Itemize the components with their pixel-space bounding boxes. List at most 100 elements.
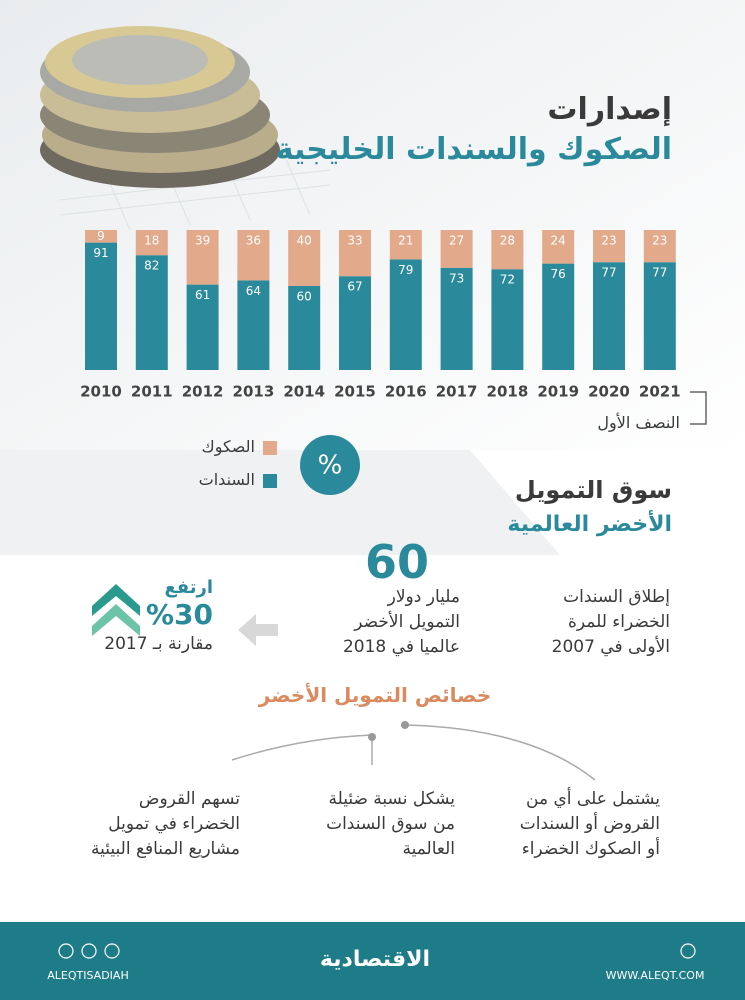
feature: يشتمل على أي من القروض أو السندات أو الص… — [520, 787, 660, 862]
value-label: 77 — [601, 266, 616, 280]
bar-segment — [288, 230, 321, 286]
value-label: 23 — [601, 234, 616, 248]
x-tick-label: 2015 — [334, 383, 376, 401]
x-tick-label: 2017 — [436, 383, 478, 401]
value-label: 18 — [144, 234, 159, 248]
x-tick-label: 2018 — [487, 383, 529, 401]
bar-segment — [339, 276, 371, 370]
footer-band — [0, 922, 745, 1000]
x-tick-label: 2020 — [588, 383, 630, 401]
bar-segment — [135, 230, 168, 256]
x-tick-label: 2019 — [537, 383, 579, 401]
feature: تسهم القروض الخضراء في تمويل مشاريع المن… — [91, 787, 240, 862]
legend-swatch — [263, 441, 277, 455]
footer-website: WWW.ALEQT.COM — [606, 969, 705, 982]
stat-launch: إطلاق السندات الخضراء للمرة الأولى في 20… — [552, 585, 670, 660]
bar-segment — [491, 269, 524, 370]
bar-segment — [440, 267, 473, 370]
value-label: 33 — [347, 234, 362, 248]
bar-segment — [643, 230, 676, 263]
footer-logo: الاقتصادية — [320, 947, 430, 972]
bar-segment — [389, 259, 422, 370]
feature-text: يشتمل على أي من — [526, 789, 660, 809]
stat-text: مليار دولار — [387, 587, 460, 607]
value-label: 82 — [144, 259, 159, 273]
stat-text: إطلاق السندات — [563, 587, 670, 607]
value-label: 73 — [449, 271, 464, 285]
bar-segment — [135, 255, 168, 370]
x-tick-label: 2012 — [182, 383, 224, 401]
value-label: 9 — [97, 229, 105, 243]
value-label: 79 — [398, 263, 413, 277]
feature-text: يشكل نسبة ضئيلة — [328, 789, 455, 809]
value-label: 77 — [652, 266, 667, 280]
stat-size: مليار دولار التمويل الأخضر عالميا في 201… — [343, 585, 460, 660]
value-label: 36 — [246, 234, 261, 248]
growth-text: مقارنة بـ 2017 — [104, 634, 213, 654]
coins — [40, 26, 280, 188]
section-title: سوق التمويل — [514, 476, 672, 504]
x-tick-label: 2021 — [639, 383, 681, 401]
annotation: النصف الأول — [597, 413, 680, 432]
bar-segment — [339, 230, 371, 277]
annotation-bracket — [690, 391, 707, 425]
value-label: 60 — [297, 290, 312, 304]
legend-label: الصكوك — [201, 437, 255, 456]
x-tick-label: 2010 — [80, 383, 122, 401]
value-label: 67 — [347, 280, 362, 294]
feature-text: من سوق السندات — [326, 814, 455, 834]
x-tick-label: 2013 — [233, 383, 275, 401]
bar-segment — [389, 230, 422, 260]
stat-text: الأولى في 2007 — [551, 637, 670, 657]
bar-segment — [593, 230, 625, 263]
stat-text: عالميا في 2018 — [342, 637, 460, 657]
value-label: 72 — [500, 273, 515, 287]
stat-text: التمويل الأخضر — [354, 612, 460, 632]
feature-text: أو الصكوك الخضراء — [521, 839, 660, 859]
value-label: 40 — [297, 234, 312, 248]
value-label: 24 — [551, 234, 566, 248]
growth-value: %30 — [145, 598, 213, 631]
value-label: 76 — [551, 267, 566, 281]
growth-heading: ارتفع — [164, 577, 213, 598]
x-tick-label: 2014 — [283, 383, 325, 401]
bar-segment — [186, 284, 219, 370]
bar-segment — [491, 230, 524, 270]
band-background — [0, 450, 560, 555]
stat-text: الخضراء للمرة — [567, 612, 670, 632]
section-subtitle: الأخضر العالمية — [507, 512, 672, 537]
bar-segment — [237, 230, 270, 281]
bar-segment — [643, 262, 676, 370]
bar-segment — [542, 263, 575, 370]
value-label: 28 — [500, 234, 515, 248]
x-tick-label: 2016 — [385, 383, 427, 401]
connector-dot — [401, 721, 409, 729]
bar-segment — [186, 230, 219, 285]
chart-title: إصدارات — [547, 92, 672, 127]
connector-dot — [368, 733, 376, 741]
unit-badge — [300, 435, 360, 495]
feature-text: تسهم القروض — [138, 789, 240, 809]
x-tick-label: 2011 — [131, 383, 173, 401]
feature-text: الخضراء في تمويل — [108, 814, 240, 834]
feature-text: مشاريع المنافع البيئية — [91, 839, 240, 859]
value-label: 23 — [652, 234, 667, 248]
features-title: خصائص التمويل الأخضر — [258, 683, 492, 707]
chart-subtitle: الصكوك والسندات الخليجية — [275, 132, 672, 167]
bar-segment — [440, 230, 473, 268]
bar-segment — [85, 242, 117, 370]
value-label: 61 — [195, 288, 210, 302]
bar-segment — [85, 230, 117, 243]
feature-text: القروض أو السندات — [519, 814, 660, 834]
legend-label: السندات — [198, 470, 255, 489]
footer-handle: ALEQTISADIAH — [47, 969, 128, 982]
arrow — [238, 614, 278, 646]
value-label: 21 — [398, 234, 413, 248]
bar-segment — [237, 280, 270, 370]
social-icons — [58, 943, 696, 959]
value-label: 91 — [93, 246, 108, 260]
bar-segment — [593, 262, 625, 370]
growth-icon — [92, 584, 140, 636]
legend-swatch — [263, 474, 277, 488]
